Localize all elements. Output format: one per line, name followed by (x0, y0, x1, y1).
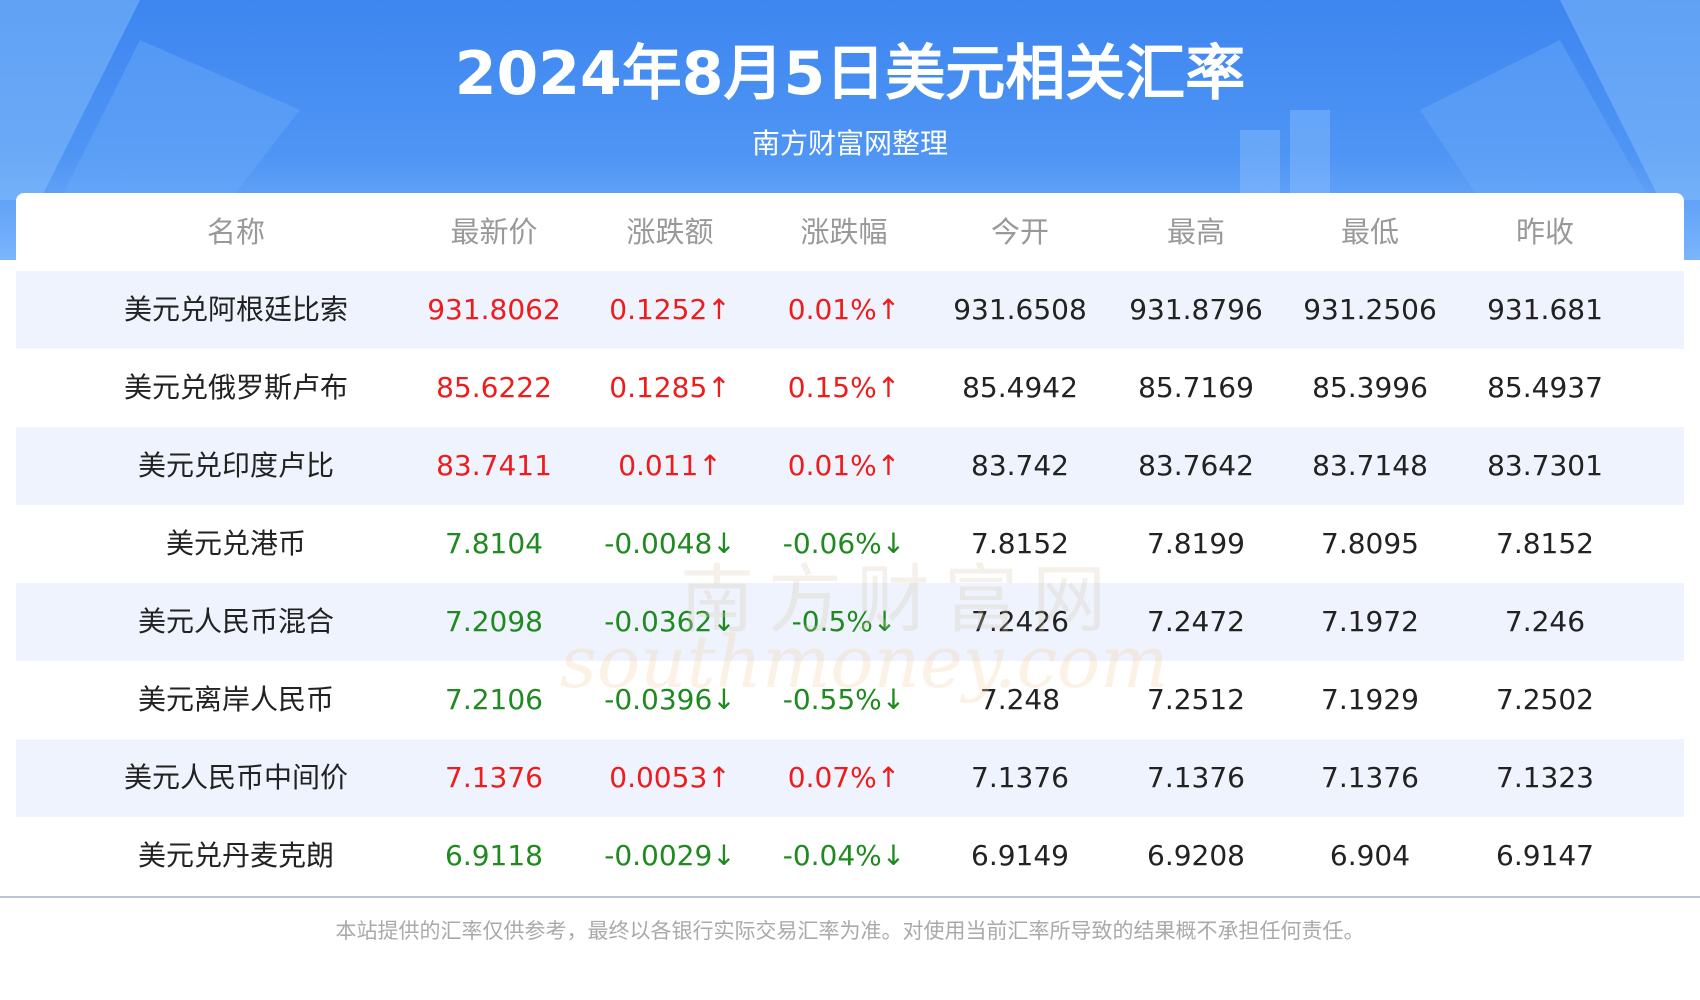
table-cell: 0.1252↑ (609, 293, 731, 326)
table-cell: 0.1285↑ (609, 371, 731, 404)
column-header: 涨跌幅 (800, 215, 888, 249)
table-row: 美元兑港币 7.8104 -0.0048↓ -0.06%↓ 7.8152 7.8199 7.… (16, 505, 1684, 583)
table-cell: 7.8199 (1147, 527, 1245, 560)
table-cell: -0.0029↓ (604, 839, 736, 872)
column-header: 名称 (206, 215, 265, 249)
watermark: 南方财富网 (680, 557, 1120, 643)
table-cell: -0.0396↓ (604, 683, 736, 716)
column-header: 涨跌额 (626, 215, 714, 249)
column-header: 今开 (990, 215, 1049, 249)
disclaimer: 本站提供的汇率仅供参考，最终以各银行实际交易汇率为准。对使用当前汇率所导致的结果… (335, 919, 1365, 943)
table-cell: 7.1376 (1147, 761, 1245, 794)
table-cell: 83.7642 (1138, 449, 1254, 482)
table-cell: 0.15%↑ (787, 371, 901, 404)
table-cell: 83.7148 (1312, 449, 1428, 482)
table-cell: 7.2512 (1147, 683, 1245, 716)
table-cell: 931.6508 (953, 293, 1087, 326)
table-cell: 7.2098 (445, 605, 543, 638)
row-name: 美元兑丹麦克朗 (137, 839, 334, 872)
table-cell: 7.8104 (445, 527, 543, 560)
table-row: 美元人民币中间价 7.1376 0.0053↑ 0.07%↑ 7.1376 7.1376 7… (16, 739, 1684, 817)
column-header: 昨收 (1515, 215, 1574, 249)
table-cell: 0.01%↑ (787, 449, 901, 482)
column-header: 最低 (1340, 215, 1399, 249)
table-cell: -0.5%↓ (791, 605, 897, 638)
column-header: 最新价 (450, 215, 538, 249)
table-cell: 83.7411 (436, 449, 552, 482)
table-cell: 7.8152 (1496, 527, 1594, 560)
table-cell: 7.1972 (1321, 605, 1419, 638)
table-cell: -0.06%↓ (782, 527, 906, 560)
table-cell: 0.07%↑ (787, 761, 901, 794)
table-row: 美元离岸人民币 7.2106 -0.0396↓ -0.55%↓ 7.248 7.2512 7… (16, 661, 1684, 739)
table-row: 美元兑阿根廷比索 931.8062 0.1252↑ 0.01%↑ 931.6508 931… (16, 271, 1684, 349)
column-header: 最高 (1166, 215, 1225, 249)
table-row: 美元兑印度卢比 83.7411 0.011↑ 0.01%↑ 83.742 83.7642 8… (16, 427, 1684, 505)
table-cell: 931.8062 (427, 293, 561, 326)
table-cell: -0.0362↓ (604, 605, 736, 638)
table-cell: 7.1323 (1496, 761, 1594, 794)
table-row: 美元兑俄罗斯卢布 85.6222 0.1285↑ 0.15%↑ 85.4942 85.71… (16, 349, 1684, 427)
table-cell: 7.2106 (445, 683, 543, 716)
table-cell: 85.4942 (962, 371, 1078, 404)
table-cell: 7.248 (979, 683, 1061, 716)
table-cell: 7.246 (1504, 605, 1586, 638)
table-cell: 7.2426 (971, 605, 1069, 638)
table-cell: 7.1929 (1321, 683, 1419, 716)
table-cell: 7.1376 (445, 761, 543, 794)
row-name: 美元人民币中间价 (123, 761, 348, 794)
watermark: southmoney.com (560, 620, 1169, 704)
table-cell: 7.1376 (971, 761, 1069, 794)
table-cell: 7.1376 (1321, 761, 1419, 794)
banner-decor (0, 0, 1700, 200)
table-cell: 85.4937 (1487, 371, 1603, 404)
rate-table: 名称 最新价 涨跌额 涨跌幅 今开 最高 最低 昨收美元兑阿根廷比索 931.8062 0.125… (16, 193, 1684, 896)
table-cell: 6.9147 (1496, 839, 1594, 872)
table-cell: 85.6222 (436, 371, 552, 404)
table-cell: 6.904 (1329, 839, 1411, 872)
table-cell: 7.8152 (971, 527, 1069, 560)
row-name: 美元离岸人民币 (137, 683, 334, 716)
table-row: 美元人民币混合 7.2098 -0.0362↓ -0.5%↓ 7.2426 7.2472 7… (16, 583, 1684, 661)
table-cell: 83.7301 (1487, 449, 1603, 482)
table-cell: 6.9149 (971, 839, 1069, 872)
header-row: 名称 最新价 涨跌额 涨跌幅 今开 最高 最低 昨收 (16, 193, 1684, 271)
subtitle: 南方财富网整理 (751, 127, 948, 160)
table-cell: 931.681 (1487, 293, 1603, 326)
table-cell: 83.742 (971, 449, 1069, 482)
table-cell: 931.8796 (1129, 293, 1263, 326)
row-name: 美元人民币混合 (137, 605, 334, 638)
table-cell: -0.04%↓ (782, 839, 906, 872)
table-cell: 7.8095 (1321, 527, 1419, 560)
divider (0, 896, 1700, 898)
table-cell: 85.7169 (1138, 371, 1254, 404)
table-cell: 6.9118 (445, 839, 543, 872)
row-name: 美元兑阿根廷比索 (123, 293, 348, 326)
title: 2024年8月5日美元相关汇率 (454, 39, 1246, 109)
table-cell: 0.01%↑ (787, 293, 901, 326)
row-name: 美元兑港币 (165, 527, 306, 560)
table-cell: 931.2506 (1303, 293, 1437, 326)
table-cell: 7.2502 (1496, 683, 1594, 716)
table-cell: 7.2472 (1147, 605, 1245, 638)
table-cell: -0.55%↓ (782, 683, 906, 716)
table-cell: 0.0053↑ (609, 761, 731, 794)
table-cell: 0.011↑ (618, 449, 722, 482)
row-name: 美元兑俄罗斯卢布 (123, 371, 348, 404)
table-row: 美元兑丹麦克朗 6.9118 -0.0029↓ -0.04%↓ 6.9149 6.9208… (16, 817, 1684, 895)
row-name: 美元兑印度卢比 (137, 449, 334, 482)
table-cell: 6.9208 (1147, 839, 1245, 872)
table-cell: 85.3996 (1312, 371, 1428, 404)
table-cell: -0.0048↓ (604, 527, 736, 560)
